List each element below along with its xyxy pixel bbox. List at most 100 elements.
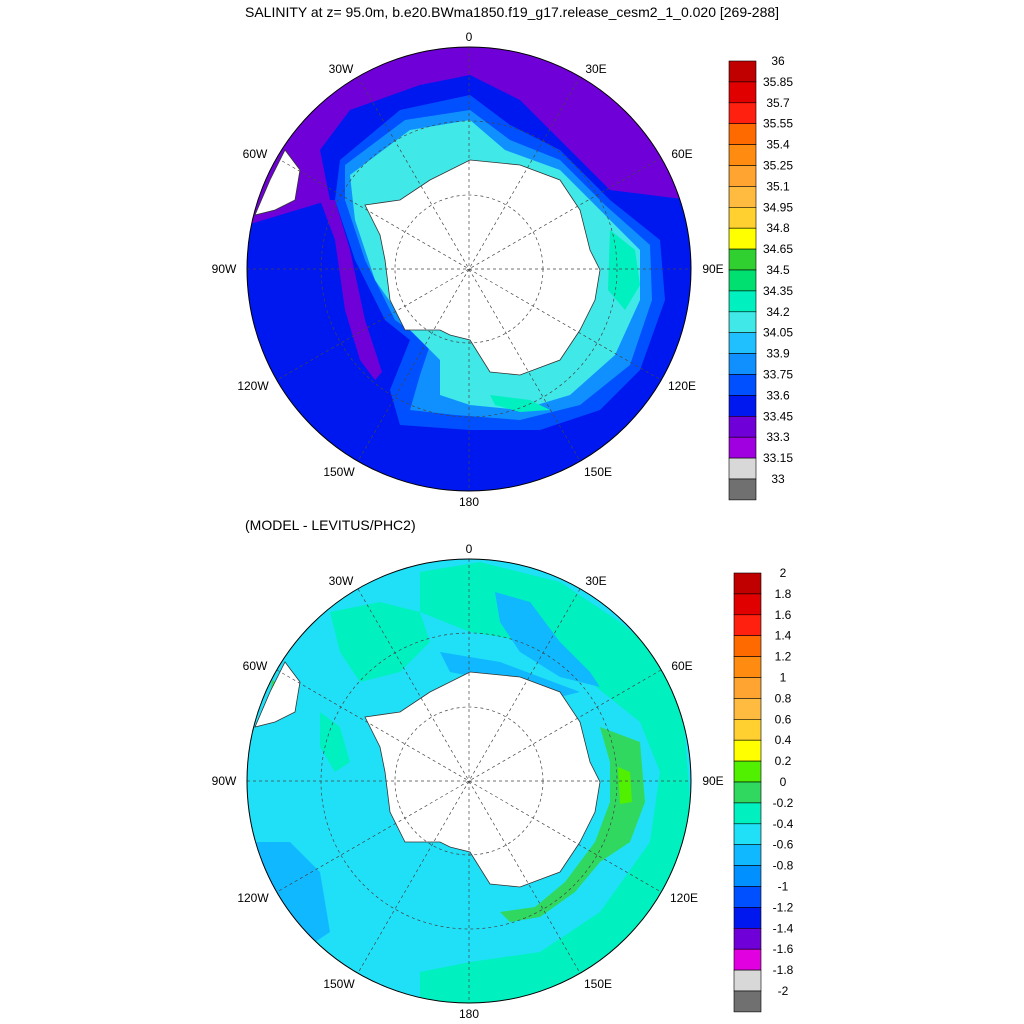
colorbar-swatch: [728, 332, 757, 354]
colorbar-tick-label: 34.95: [763, 200, 793, 214]
colorbar-tick-label: 34.2: [766, 305, 790, 319]
colorbar-swatch: [728, 144, 757, 166]
colorbar-swatch: [733, 781, 762, 804]
lon-label-60e: 60E: [671, 147, 692, 161]
colorbar-swatch: [733, 823, 762, 845]
south-america-landmass: [254, 149, 301, 216]
colorbar-tick-label: 33.75: [763, 368, 793, 382]
lon-label-30w: 30W: [329, 574, 354, 588]
colorbar-tick-label: 1.6: [775, 608, 792, 622]
colorbar-tick-label: -0.6: [773, 838, 794, 852]
lon-label-120e: 120E: [670, 891, 698, 905]
bottom-difference-map: 0 30E 60E 90E 120E 150E 180 150W 120W 90…: [212, 542, 794, 1021]
colorbar-tick-label: 35.7: [766, 96, 790, 110]
colorbar-swatch: [733, 739, 762, 762]
colorbar-swatch: [728, 227, 757, 250]
colorbar-tick-label: 34.8: [766, 221, 790, 235]
colorbar-tick-label: 34.05: [763, 326, 793, 340]
salinity-34.35-patch: [608, 230, 640, 310]
colorbar-swatch: [728, 478, 757, 501]
colorbar-tick-label: -1.4: [773, 921, 794, 935]
map-border: [246, 558, 692, 1004]
colorbar-swatch: [728, 374, 757, 396]
colorbar-swatch: [733, 865, 762, 887]
graticule: [247, 47, 691, 491]
colorbar-swatch: [733, 635, 762, 657]
lon-label-60w: 60W: [243, 659, 268, 673]
lon-label-120w: 120W: [237, 891, 269, 905]
antarctica-landmass: [364, 159, 601, 376]
colorbar-swatch: [728, 311, 757, 333]
colorbar-swatch: [728, 269, 757, 292]
colorbar-tick-label: -0.8: [773, 859, 794, 873]
lon-label-90w: 90W: [212, 262, 237, 276]
colorbar-swatch: [733, 760, 762, 783]
map-border: [246, 46, 692, 492]
difference-minus0.2-patch: [330, 602, 430, 682]
lon-label-180: 180: [459, 495, 479, 509]
colorbar-swatch: [728, 395, 757, 417]
colorbar-tick-label: 33: [771, 472, 785, 486]
colorbar-swatch: [733, 927, 762, 950]
colorbar-swatch: [733, 572, 762, 595]
colorbar-tick-label: -1: [778, 880, 789, 894]
colorbar-tick-label: 35.25: [763, 159, 793, 173]
colorbar-tick-label: 2: [780, 566, 787, 580]
colorbar-swatch: [728, 436, 757, 459]
salinity-34.35-patch: [490, 395, 550, 412]
colorbar-tick-label: 0.4: [775, 733, 792, 747]
colorbar-swatch: [733, 719, 762, 741]
colorbar-swatch: [733, 948, 762, 971]
antarctica-landmass: [364, 671, 601, 888]
difference-minus0.2-region: [420, 562, 691, 1003]
colorbar-swatch: [733, 698, 762, 720]
colorbar-tick-label: -0.2: [773, 796, 794, 810]
top-salinity-map: 0 30E 60E 90E 120E 150E 180 150W 120W 90…: [212, 30, 794, 509]
difference-0-region: [500, 727, 645, 922]
colorbar-swatch: [733, 614, 762, 637]
colorbar-tick-label: 1.4: [775, 629, 792, 643]
lon-label-30e: 30E: [585, 62, 606, 76]
map-title: SALINITY at z= 95.0m, b.e20.BWma1850.f19…: [245, 4, 780, 20]
colorbar-swatch: [733, 844, 762, 866]
colorbar-tick-label: 0.2: [775, 754, 792, 768]
colorbar-tick-label: 33.15: [763, 451, 793, 465]
colorbar-tick-label: 33.9: [766, 347, 790, 361]
lon-label-90e: 90E: [702, 262, 723, 276]
colorbar-tick-label: 33.3: [766, 430, 790, 444]
lon-label-150e: 150E: [584, 977, 612, 991]
lon-label-150w: 150W: [323, 977, 355, 991]
colorbar-tick-label: 34.5: [766, 263, 790, 277]
colorbar-tick-label: 0: [780, 775, 787, 789]
colorbar-swatch: [728, 186, 757, 208]
colorbar-tick-label: 34.65: [763, 242, 793, 256]
difference-minus0.6-band: [440, 652, 580, 697]
difference-0.2-patch: [618, 767, 632, 804]
lon-label-150w: 150W: [323, 465, 355, 479]
top-colorbar: 36 35.85 35.7 35.55 35.4 35.25 35.1 34.95 34.8 34…: [728, 54, 793, 501]
salinity-33.6-tongue: [320, 200, 382, 380]
colorbar-tick-label: -0.4: [773, 817, 794, 831]
lon-label-30e: 30E: [585, 574, 606, 588]
colorbar-swatch: [728, 415, 757, 438]
difference-minus0.2-patch: [320, 712, 350, 772]
salinity-33.6-region: [247, 47, 690, 225]
colorbar-tick-label: 33.6: [766, 388, 790, 402]
lon-label-0: 0: [466, 542, 473, 556]
lon-label-60w: 60W: [243, 147, 268, 161]
colorbar-tick-label: 0.8: [775, 691, 792, 705]
colorbar-swatch: [728, 81, 757, 104]
colorbar-tick-label: -2: [778, 984, 789, 998]
colorbar-swatch: [733, 656, 762, 678]
colorbar-tick-label: 1: [780, 671, 787, 685]
colorbar-tick-label: 1.2: [775, 650, 792, 664]
lon-label-150e: 150E: [584, 465, 612, 479]
colorbar-tick-label: 34.35: [763, 284, 793, 298]
colorbar-swatch: [733, 677, 762, 699]
colorbar-swatch: [728, 102, 757, 125]
lon-label-90e: 90E: [702, 774, 723, 788]
colorbar-tick-label: 0.6: [775, 712, 792, 726]
map-subtitle: (MODEL - LEVITUS/PHC2): [245, 517, 416, 533]
colorbar-tick-label: -1.8: [773, 963, 794, 977]
colorbar-swatch: [733, 593, 762, 616]
